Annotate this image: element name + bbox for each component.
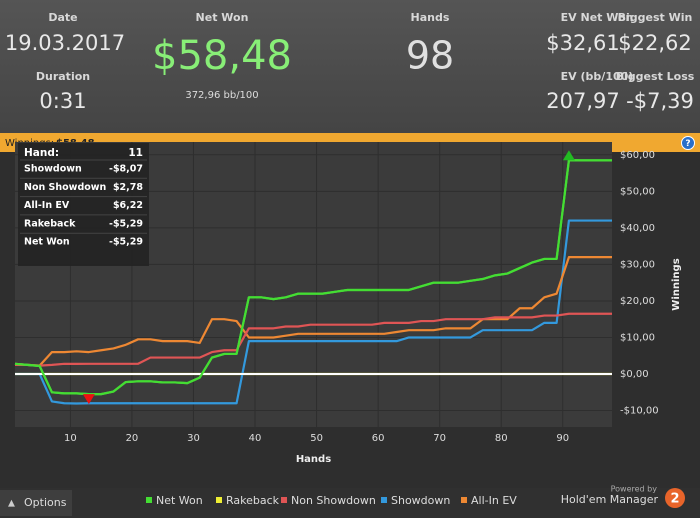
x-tick-label: 30 xyxy=(187,433,200,444)
legend-swatch xyxy=(216,497,222,503)
x-tick-label: 10 xyxy=(64,433,77,444)
biggest-win: $22,62 xyxy=(618,31,691,55)
biggest-win-label: Biggest Win xyxy=(618,11,693,24)
y-tick-label: $40,00 xyxy=(620,223,655,234)
tooltip-row-value: -$5,29 xyxy=(109,218,143,229)
brand: Hold'em Manager xyxy=(561,493,659,506)
x-tick-label: 90 xyxy=(556,433,569,444)
legend-swatch xyxy=(146,497,152,503)
y-axis-title: Winnings xyxy=(671,258,682,310)
header-bg xyxy=(0,0,700,133)
series-line xyxy=(14,159,612,396)
options-button[interactable] xyxy=(0,490,72,516)
series-line xyxy=(15,219,612,405)
biggest-loss: -$7,39 xyxy=(626,89,694,113)
ev-net-won-label: EV Net Won xyxy=(561,11,634,24)
legend-swatch xyxy=(381,497,387,503)
tooltip-bg xyxy=(18,143,149,266)
duration-label: Duration xyxy=(36,70,90,83)
x-axis-title: Hands xyxy=(296,454,331,465)
tooltip-hand: 11 xyxy=(128,147,143,159)
tooltip-row-value: $2,78 xyxy=(113,182,143,193)
x-tick-label: 50 xyxy=(310,433,323,444)
net-won: $58,48 xyxy=(152,33,292,79)
hands: 98 xyxy=(406,34,454,78)
ev-bb100-label: EV (bb/100) xyxy=(561,70,634,83)
tooltip-row-label: Showdown xyxy=(24,164,82,175)
x-tick-label: 80 xyxy=(495,433,508,444)
y-tick-label: $0,00 xyxy=(620,369,649,380)
powered-by: Powered by xyxy=(611,485,658,494)
tooltip-row-value: $6,22 xyxy=(113,200,143,211)
y-tick-label: $10,00 xyxy=(620,332,655,343)
date-label: Date xyxy=(48,11,77,24)
min-marker xyxy=(82,394,95,405)
legend-label: All-In EV xyxy=(471,494,517,507)
biggest-loss-label: Biggest Loss xyxy=(616,70,695,83)
ev-net-won: $32,61 xyxy=(546,31,619,55)
legend-swatch xyxy=(461,497,467,503)
tooltip-title: Hand: xyxy=(24,147,59,159)
tooltip-row-label: Non Showdown xyxy=(24,182,107,193)
x-tick-label: 40 xyxy=(249,433,262,444)
options-label: Options xyxy=(24,496,67,509)
y-tick-label: $50,00 xyxy=(620,186,655,197)
x-tick-label: 70 xyxy=(433,433,446,444)
bb100: 372,96 bb/100 xyxy=(185,90,258,101)
series-line xyxy=(15,312,612,367)
y-tick-label: $60,00 xyxy=(620,150,655,161)
max-marker xyxy=(562,150,575,161)
help-glyph: ? xyxy=(685,139,690,149)
legend-swatch xyxy=(281,497,287,503)
tooltip-row-value: -$5,29 xyxy=(109,237,143,248)
y-tick-label: $30,00 xyxy=(620,259,655,270)
hands-label: Hands xyxy=(411,11,450,24)
options-caret: ▲ xyxy=(8,499,15,509)
y-tick-label: -$10,00 xyxy=(620,406,659,417)
y-tick-label: $20,00 xyxy=(620,296,655,307)
legend-label: Net Won xyxy=(156,494,203,507)
series-line xyxy=(14,255,612,367)
footer-bg xyxy=(0,488,700,518)
tooltip-row-value: -$8,07 xyxy=(109,164,143,175)
legend-label: Rakeback xyxy=(226,494,280,507)
ev-bb100: 207,97 xyxy=(546,89,619,113)
net-won-label: Net Won xyxy=(196,11,249,24)
legend-label: Non Showdown xyxy=(291,494,376,507)
duration: 0:31 xyxy=(39,89,86,113)
tooltip-row-label: Net Won xyxy=(24,237,70,248)
brand-version: 2 xyxy=(670,492,679,507)
brand-badge xyxy=(665,488,685,508)
x-tick-label: 60 xyxy=(372,433,385,444)
tooltip-row-label: Rakeback xyxy=(24,218,76,229)
help-icon[interactable] xyxy=(681,136,695,150)
x-tick-label: 20 xyxy=(126,433,139,444)
tooltip-row-label: All-In EV xyxy=(24,200,70,211)
date: 19.03.2017 xyxy=(5,31,125,55)
legend-label: Showdown xyxy=(391,494,450,507)
legend: Net Won Rakeback Non Showdown Showdown All-I… xyxy=(146,494,517,507)
